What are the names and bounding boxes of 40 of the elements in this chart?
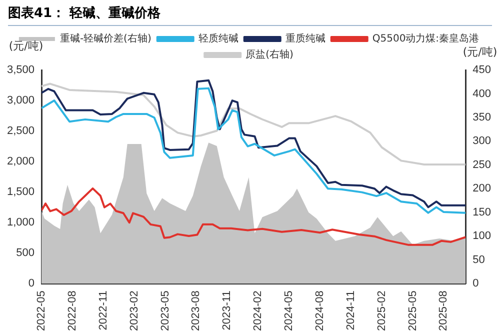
y-tick-label: 500	[16, 247, 35, 260]
x-tick-label: 2025-05	[406, 290, 419, 332]
legend-label: Q5500动力煤:秦皇岛港	[372, 32, 480, 45]
y2-tick-label: 450	[472, 64, 492, 76]
x-tick-label: 2022-11	[97, 290, 110, 330]
y2-tick-label: 50	[472, 254, 485, 266]
legend-label: 原盐(右轴)	[246, 48, 294, 61]
x-tick-label: 2025-02	[376, 290, 388, 332]
y-tick-label: 2,000	[6, 156, 35, 168]
y-tick-label: 2,500	[6, 125, 35, 138]
y2-tick-label: 100	[472, 230, 492, 242]
chart-title: 图表41： 轻碱、重碱价格	[8, 4, 492, 26]
x-tick-label: 2022-08	[66, 290, 78, 332]
y-axis-title: (元/吨)	[8, 39, 44, 52]
x-tick-label: 2023-05	[159, 290, 172, 332]
x-tick-label: 2024-08	[314, 290, 326, 332]
y2-axis-title: (元/吨)	[462, 45, 498, 58]
x-tick-label: 2024-02	[252, 290, 264, 332]
y-tick-label: 3,500	[6, 64, 35, 76]
y-tick-label: 0	[28, 278, 35, 290]
y-tick-label: 1,500	[6, 186, 35, 198]
x-tick-label: 2025-08	[438, 290, 450, 332]
y2-tick-label: 250	[472, 158, 492, 171]
x-tick-label: 2022-05	[36, 290, 48, 332]
legend-label: 重碱-轻碱价差(右轴)	[60, 32, 152, 45]
y2-tick-label: 300	[472, 135, 492, 148]
y-tick-label: 1,000	[6, 216, 35, 229]
y-tick-label: 3,000	[6, 94, 35, 107]
x-tick-label: 2023-11	[221, 290, 234, 330]
y2-tick-label: 350	[472, 112, 492, 124]
y2-tick-label: 0	[472, 278, 479, 290]
x-tick-label: 2023-02	[128, 290, 140, 332]
y2-tick-label: 400	[472, 88, 492, 100]
x-tick-label: 2024-11	[344, 290, 357, 330]
y2-tick-label: 200	[472, 182, 492, 195]
legend-label: 轻质纯碱	[198, 32, 238, 45]
x-tick-label: 2023-08	[190, 290, 202, 332]
y2-tick-label: 150	[472, 206, 492, 218]
legend-label: 重质纯碱	[285, 32, 326, 45]
x-tick-label: 2024-05	[283, 290, 296, 332]
